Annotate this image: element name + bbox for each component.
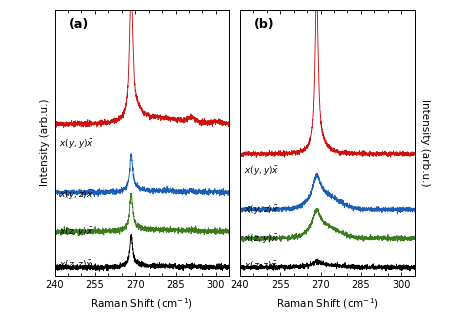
- Text: $x(z,y)\bar{x}$: $x(z,y)\bar{x}$: [59, 225, 93, 238]
- Text: $x(z,z)\bar{x}$: $x(z,z)\bar{x}$: [244, 259, 278, 271]
- Text: $x(y,y)\bar{x}$: $x(y,y)\bar{x}$: [244, 164, 279, 177]
- X-axis label: Raman Shift (cm$^{-1}$): Raman Shift (cm$^{-1}$): [276, 296, 379, 311]
- Text: $x(z,y)\bar{x}$: $x(z,y)\bar{x}$: [244, 232, 279, 245]
- Text: $x(y,z)\bar{x}$: $x(y,z)\bar{x}$: [59, 188, 93, 200]
- X-axis label: Raman Shift (cm$^{-1}$): Raman Shift (cm$^{-1}$): [91, 296, 193, 311]
- Text: $x(y,y)\bar{x}$: $x(y,y)\bar{x}$: [59, 137, 94, 150]
- Text: (b): (b): [254, 18, 274, 31]
- Text: $x(y,z)\bar{x}$: $x(y,z)\bar{x}$: [244, 203, 279, 216]
- Y-axis label: Intensity (arb.u.): Intensity (arb.u.): [420, 99, 430, 186]
- Text: (a): (a): [69, 18, 89, 31]
- Text: $x(z,z)\bar{x}$: $x(z,z)\bar{x}$: [59, 258, 92, 270]
- Y-axis label: Intensity (arb.u.): Intensity (arb.u.): [40, 99, 50, 186]
